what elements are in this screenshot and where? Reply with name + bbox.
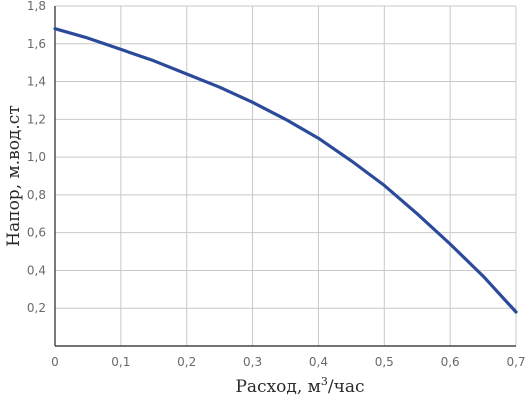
y-tick-label: 0,8 <box>27 188 46 202</box>
x-tick-label: 0,3 <box>243 355 262 369</box>
grid <box>55 5 517 346</box>
y-tick-label: 1,2 <box>27 112 46 126</box>
x-tick-label: 0,2 <box>177 355 196 369</box>
axes <box>54 6 516 347</box>
x-tick-label: 0,7 <box>506 355 525 369</box>
x-axis-title-tail: /час <box>328 377 365 397</box>
y-tick-label: 1,6 <box>27 37 46 51</box>
y-tick-label: 1,8 <box>27 0 46 13</box>
y-tick-label: 1,0 <box>27 150 46 164</box>
y-tick-label: 0,6 <box>27 226 46 240</box>
y-tick-label: 1,4 <box>27 75 46 89</box>
y-tick-labels: 0,2 0,4 0,6 0,8 1,0 1,2 1,4 1,6 1,8 <box>27 0 46 315</box>
series-line <box>53 27 518 314</box>
x-axis-title-main: Расход, м <box>235 377 320 397</box>
x-tick-label: 0,4 <box>309 355 328 369</box>
x-axis-title-sup: 3 <box>321 375 328 388</box>
x-axis-title: Расход, м3/час <box>235 375 364 397</box>
x-tick-labels: 0 0,1 0,2 0,3 0,4 0,5 0,6 0,7 <box>51 355 525 369</box>
x-tick-label: 0,6 <box>441 355 460 369</box>
y-tick-label: 0,4 <box>27 263 46 277</box>
series-layer <box>53 27 518 314</box>
y-tick-label: 0,2 <box>27 301 46 315</box>
y-axis-title: Напор, м.вод.ст <box>4 105 24 246</box>
x-tick-label: 0,1 <box>111 355 130 369</box>
x-tick-label: 0,5 <box>375 355 394 369</box>
x-tick-label: 0 <box>51 355 59 369</box>
